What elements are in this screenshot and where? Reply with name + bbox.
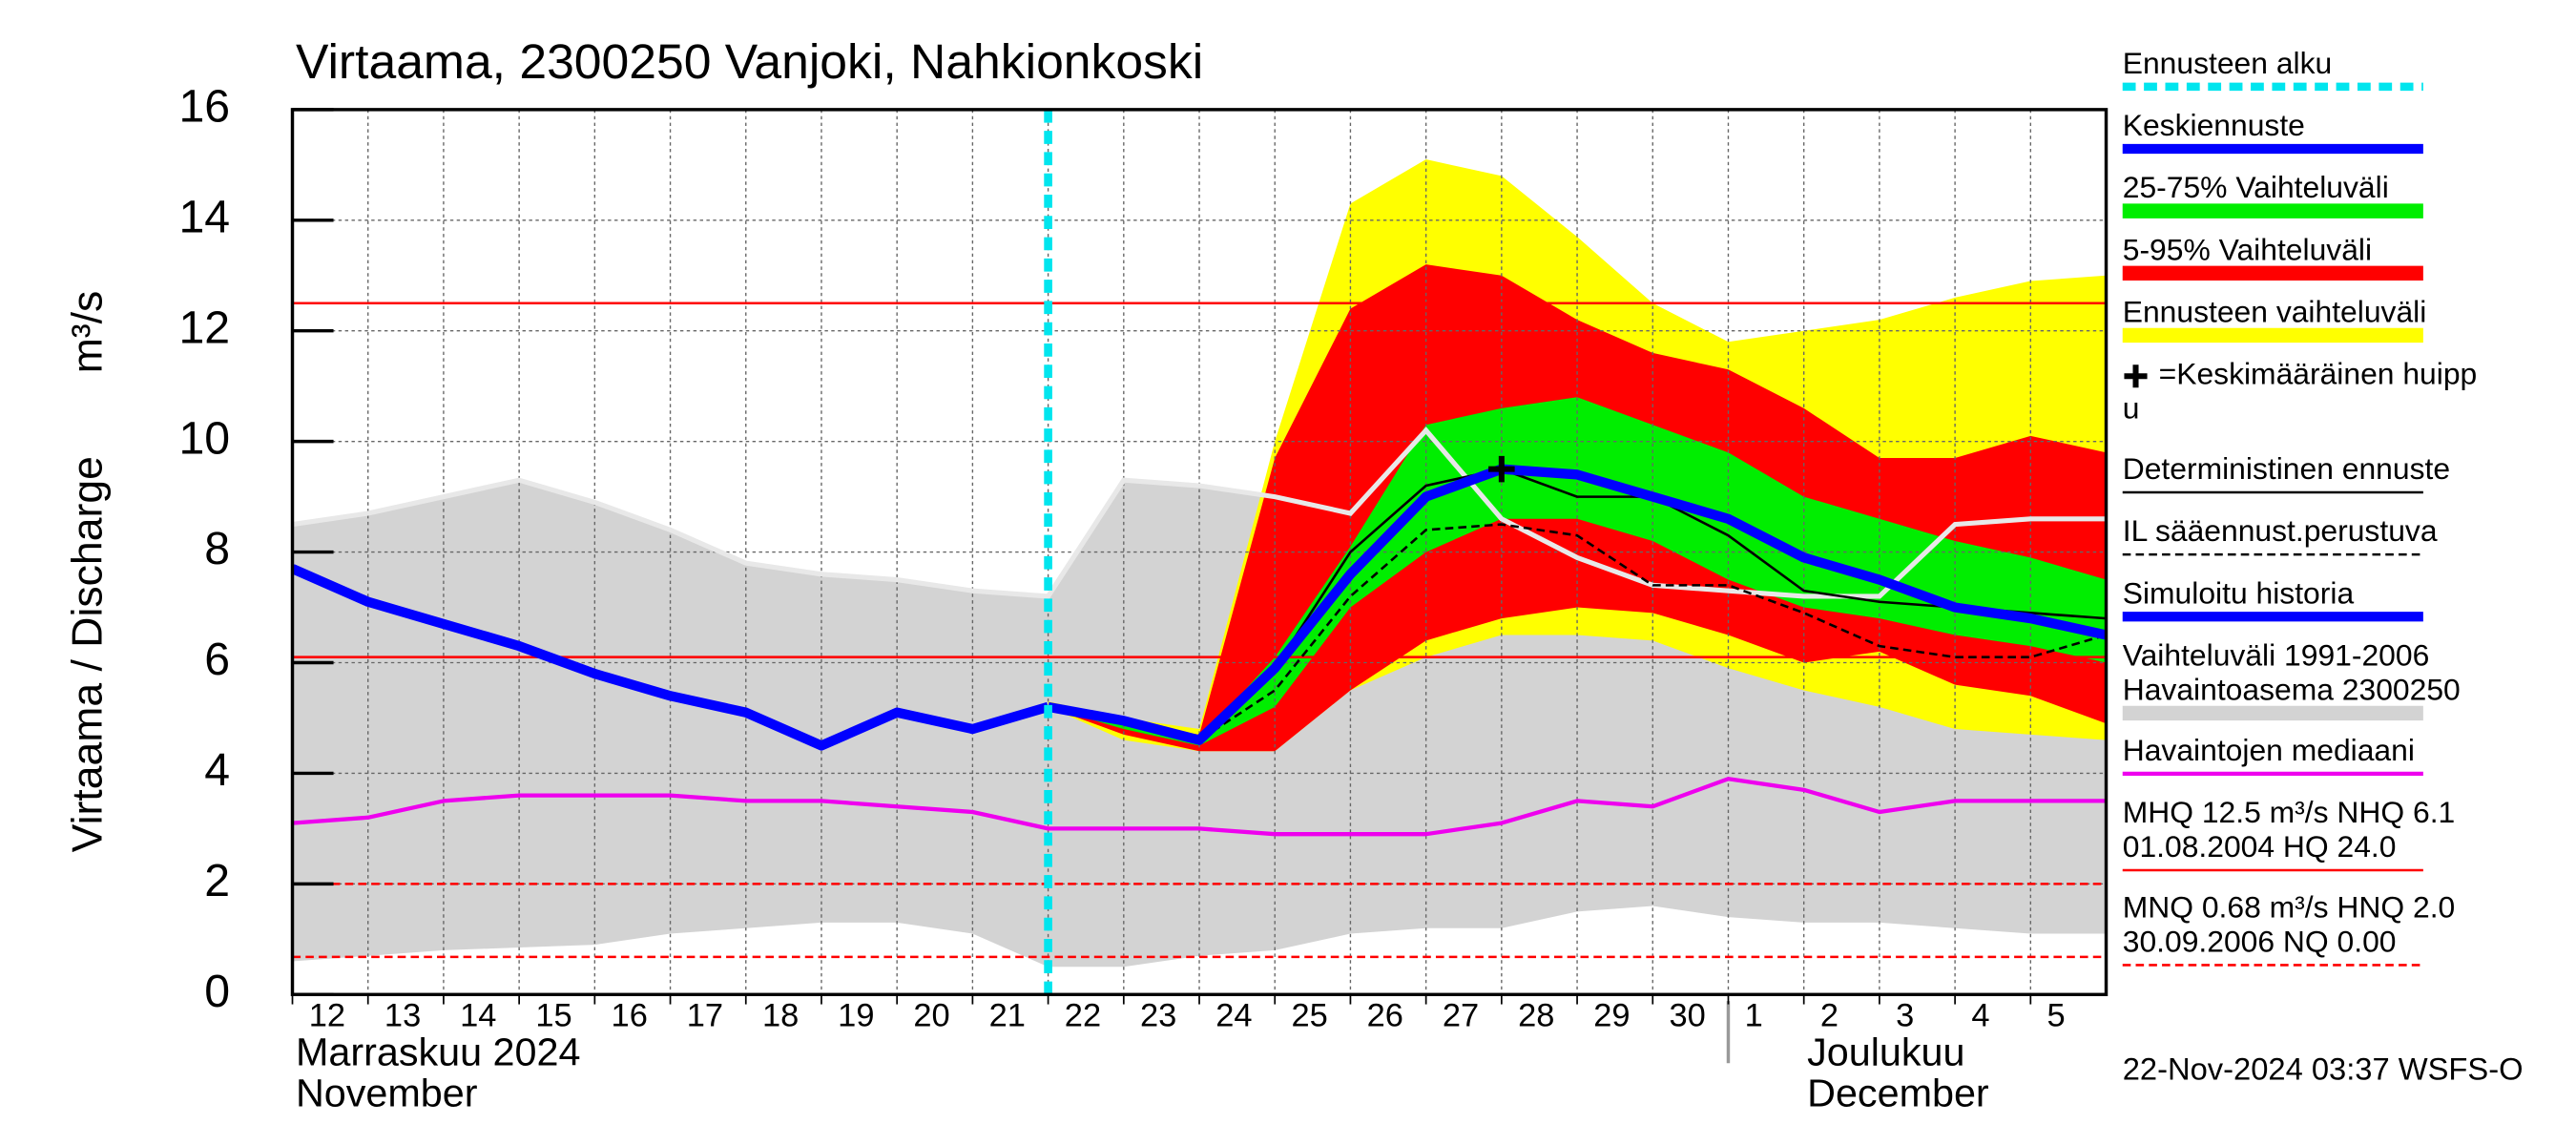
legend-label: Deterministinen ennuste [2123,451,2450,486]
y-axis-unit: m³/s [64,291,111,374]
legend-label: Havaintoasema 2300250 [2123,673,2461,707]
legend-label: Keskiennuste [2123,108,2305,142]
y-tick-label: 4 [204,744,230,796]
y-axis-label: Virtaama / Discharge [64,456,111,852]
y-tick-label: 10 [178,412,230,464]
x-tick-label: 5 [2047,997,2066,1033]
x-tick-label: 17 [687,997,723,1033]
x-tick-label: 20 [913,997,949,1033]
x-tick-label: 18 [762,997,799,1033]
legend-label: =Keskimääräinen huipp [2159,357,2478,391]
x-tick-label: 16 [612,997,648,1033]
legend-label: MHQ 12.5 m³/s NHQ 6.1 [2123,795,2456,829]
y-tick-label: 6 [204,634,230,685]
legend-label: u [2123,391,2140,426]
x-tick-label: 3 [1896,997,1914,1033]
month-label: Marraskuu 2024 [296,1030,581,1074]
y-tick-label: 2 [204,855,230,906]
series-line [1047,464,2107,745]
x-tick-label: 23 [1140,997,1176,1033]
legend-label: IL sääennust.perustuva [2123,513,2438,548]
series-line [1048,523,2107,741]
band [1048,397,2107,746]
legend-label: Havaintojen mediaani [2123,733,2415,767]
plot-area [292,109,2107,995]
x-tick-label: 27 [1443,997,1479,1033]
x-tick-label: 28 [1518,997,1554,1033]
x-tick-label: 22 [1065,997,1101,1033]
x-tick-label: 4 [1971,997,1989,1033]
legend-label: Vaihteluväli 1991-2006 [2123,638,2430,673]
footer: 22-Nov-2024 03:37 WSFS-O [2123,1051,2524,1087]
x-tick-label: 24 [1215,997,1252,1033]
legend-label: 01.08.2004 HQ 24.0 [2123,829,2397,864]
x-tick-label: 30 [1669,997,1705,1033]
x-tick-label: 13 [384,997,421,1033]
y-tick-label: 14 [178,192,230,243]
band-edge [292,427,2107,599]
month-label: November [296,1072,478,1115]
x-tick-label: 1 [1745,997,1763,1033]
legend-label: Ennusteen alku [2123,46,2332,80]
legend-swatch [2124,364,2148,388]
y-tick-label: 16 [178,81,230,133]
series-line [292,777,2107,837]
x-tick-label: 25 [1291,997,1327,1033]
legend-label: 5-95% Vaihteluväli [2123,232,2372,266]
legend-label: 25-75% Vaihteluväli [2123,170,2389,204]
y-tick-label: 0 [204,966,230,1017]
legend-label: Simuloitu historia [2123,575,2355,610]
y-tick-label: 8 [204,523,230,574]
month-label: Joulukuu [1807,1030,1964,1074]
series-line [292,564,1050,751]
x-tick-label: 19 [838,997,874,1033]
x-tick-label: 2 [1820,997,1839,1033]
x-tick-label: 15 [535,997,571,1033]
legend-label: MNQ 0.68 m³/s HNQ 2.0 [2123,890,2456,925]
legend-label: 30.09.2006 NQ 0.00 [2123,925,2397,959]
x-tick-label: 12 [309,997,345,1033]
peak-marker [1488,455,1515,483]
x-tick-label: 29 [1593,997,1630,1033]
x-tick-label: 14 [460,997,496,1033]
x-tick-label: 26 [1367,997,1403,1033]
chart-title: Virtaama, 2300250 Vanjoki, Nahkionkoski [296,33,1203,89]
month-label: December [1807,1072,1989,1115]
x-tick-label: 21 [989,997,1026,1033]
y-tick-label: 12 [178,302,230,353]
legend-label: Ennusteen vaihteluväli [2123,295,2427,329]
